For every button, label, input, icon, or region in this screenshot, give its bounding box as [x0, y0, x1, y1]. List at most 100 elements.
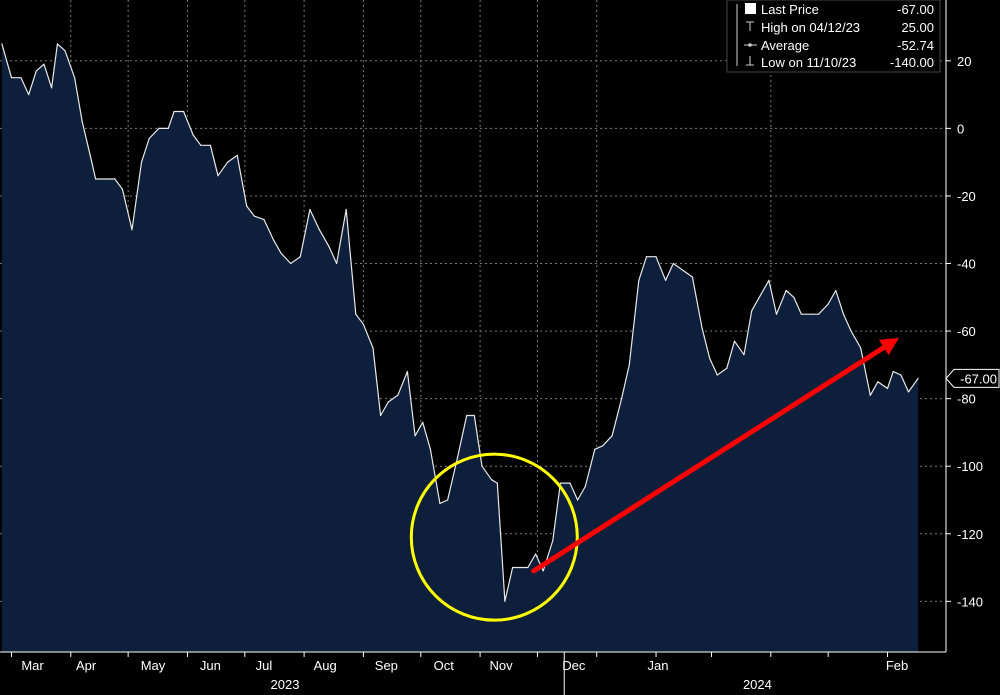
data-point: [456, 458, 458, 460]
data-point: [818, 313, 820, 315]
data-point: [447, 499, 449, 501]
data-point: [577, 499, 579, 501]
x-tick-label: May: [141, 658, 166, 673]
legend: Last Price -67.00 High on 04/12/23 25.00…: [726, 0, 941, 73]
y-axis-ticks: 20 0 -20 -40 -60 -80 -100 -120 -140: [946, 54, 983, 609]
data-point: [559, 482, 562, 484]
data-point: [95, 178, 97, 180]
data-point: [810, 313, 812, 315]
x-tick-label: Mar: [21, 658, 44, 673]
y-tick-label: -40: [957, 257, 976, 272]
y-tick-label: -140: [957, 594, 983, 609]
data-point: [397, 394, 399, 396]
data-point: [638, 279, 640, 281]
data-point: [121, 188, 123, 190]
data-point: [504, 600, 506, 602]
data-point: [318, 229, 320, 231]
data-point: [900, 374, 902, 376]
data-point: [236, 154, 238, 156]
data-point: [192, 134, 194, 136]
data-point: [280, 252, 282, 254]
y-tick-label: -80: [957, 392, 976, 407]
data-point: [869, 394, 871, 396]
data-point: [43, 63, 45, 65]
data-point: [35, 70, 37, 72]
x-tick-label: Sep: [375, 658, 398, 673]
data-point: [28, 94, 30, 96]
series-area: [1, 43, 919, 652]
last-price-tag: -67.00: [945, 368, 1000, 388]
legend-value-last-price: -67.00: [897, 2, 934, 17]
last-price-tag-shape: [945, 368, 1000, 388]
data-point: [51, 87, 53, 89]
y-tick-label: -20: [957, 189, 976, 204]
data-point: [611, 435, 613, 437]
data-point: [917, 377, 919, 379]
y-tick-label: -60: [957, 324, 976, 339]
data-point: [665, 279, 667, 281]
data-point: [733, 340, 736, 342]
data-point: [345, 208, 347, 211]
legend-label-average: Average: [761, 38, 809, 53]
data-point: [253, 215, 255, 217]
x-tick-label: Aug: [314, 658, 337, 673]
x-tick-label: Oct: [434, 658, 455, 673]
high-marker-icon: [746, 21, 754, 31]
data-point: [148, 137, 150, 140]
trend-arrow-head: [878, 337, 899, 356]
data-point: [406, 371, 408, 373]
data-point: [227, 161, 229, 163]
x-tick-label: Nov: [490, 658, 514, 673]
data-point: [827, 303, 829, 305]
data-point: [429, 448, 431, 450]
highlight-circle: [409, 452, 579, 622]
last-price-tag-value: -67.00: [960, 371, 997, 386]
x-tick-label: Dec: [562, 658, 586, 673]
data-point: [691, 276, 694, 278]
data-point: [892, 371, 894, 373]
data-point: [758, 296, 760, 298]
data-point: [209, 144, 211, 146]
data-point: [263, 219, 265, 221]
data-point: [569, 482, 571, 484]
last-price-swatch: [745, 3, 756, 14]
data-point: [594, 448, 596, 450]
data-point: [682, 269, 684, 271]
data-point: [91, 161, 93, 163]
axes: [0, 0, 947, 653]
data-point: [751, 310, 753, 312]
data-point: [290, 262, 292, 265]
x-tick-label: Apr: [76, 658, 97, 673]
data-point: [785, 289, 787, 292]
data-point: [491, 479, 493, 481]
annotations: [409, 337, 899, 622]
x-tick-label: Feb: [886, 658, 908, 673]
data-point: [850, 330, 852, 332]
data-point: [768, 279, 770, 281]
data-point: [701, 327, 703, 329]
data-point: [886, 387, 889, 390]
data-point: [414, 435, 416, 437]
data-point: [860, 347, 862, 349]
data-point: [387, 401, 389, 403]
data-point: [716, 374, 718, 376]
x-tick-label: Jul: [256, 658, 273, 673]
data-point: [835, 289, 837, 292]
legend-value-high: 25.00: [901, 20, 934, 35]
average-marker-icon: [744, 43, 757, 47]
data-point: [519, 566, 521, 569]
data-point: [542, 570, 544, 572]
legend-value-low: -140.00: [890, 55, 934, 70]
legend-label-low: Low on 11/10/23: [761, 55, 856, 70]
data-point: [481, 465, 483, 467]
data-point: [380, 414, 382, 417]
data-point: [56, 43, 59, 45]
data-point: [496, 482, 498, 484]
data-point: [552, 539, 554, 542]
data-point: [672, 262, 674, 265]
data-point: [621, 398, 623, 400]
data-point: [328, 246, 330, 248]
data-point: [299, 256, 301, 258]
y-tick-label: 20: [957, 54, 971, 69]
